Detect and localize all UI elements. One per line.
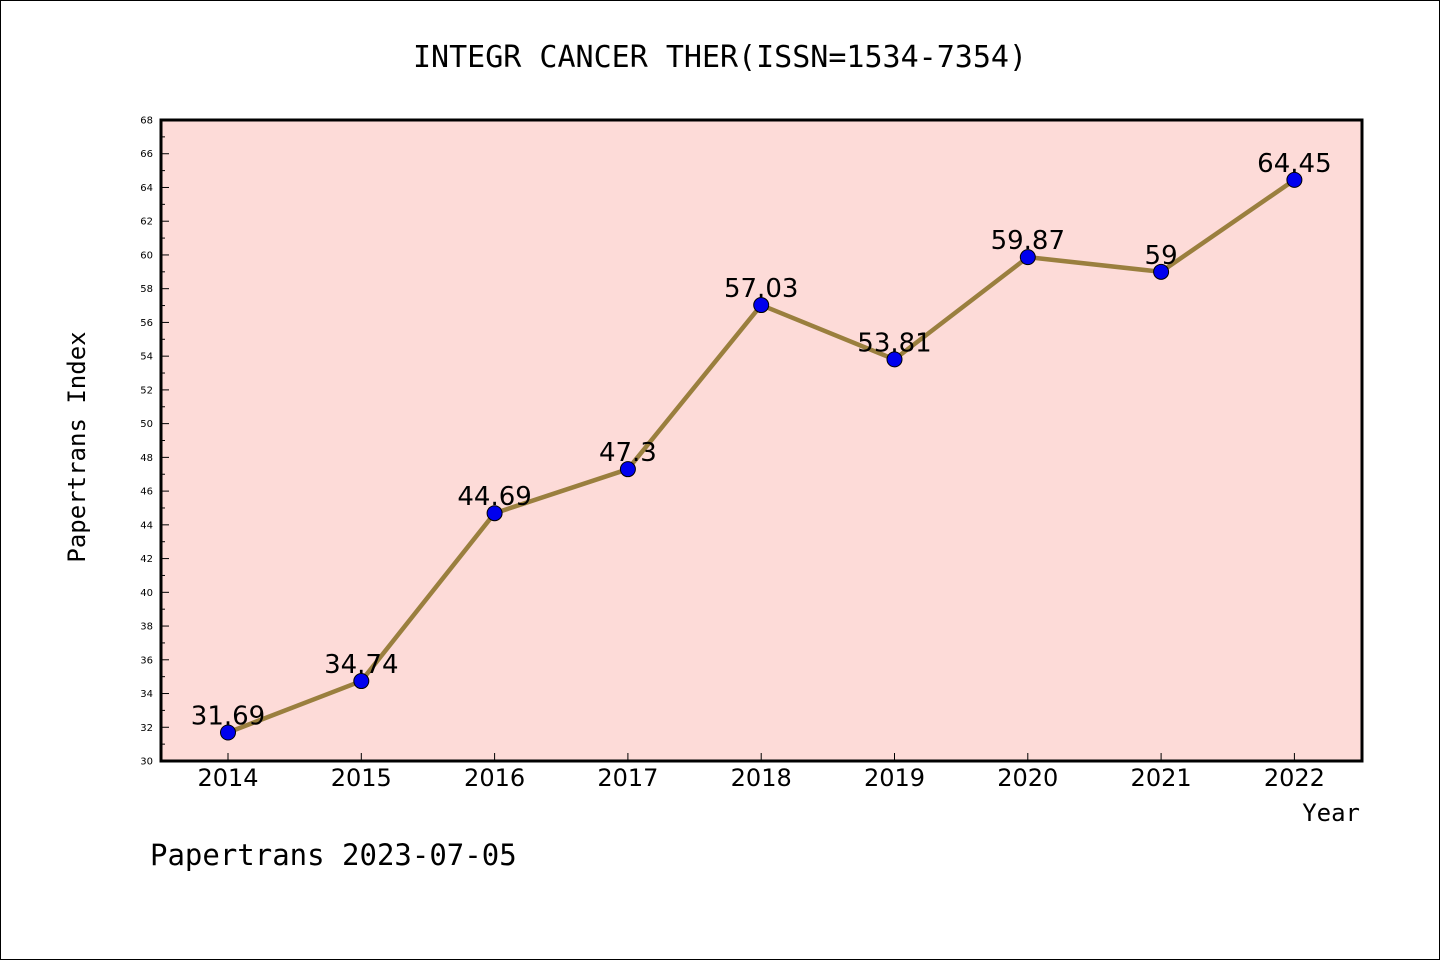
data-label: 59 (1145, 241, 1178, 271)
x-tick-label: 2014 (197, 764, 258, 792)
data-point (1019, 249, 1036, 266)
data-label: 34.74 (324, 650, 398, 680)
x-axis-label: Year (1302, 799, 1360, 827)
y-tick-label: 40 (140, 588, 153, 599)
y-tick-label: 32 (140, 723, 153, 734)
data-label: 44.69 (457, 482, 531, 512)
x-tick-label: 2022 (1264, 764, 1325, 792)
y-tick-label: 56 (140, 318, 153, 329)
y-tick-label: 46 (140, 487, 153, 498)
y-tick-label: 38 (140, 622, 153, 633)
y-tick-label: 30 (140, 757, 153, 768)
y-tick-label: 58 (140, 284, 153, 295)
y-tick-label: 34 (140, 689, 153, 700)
data-point (886, 351, 903, 368)
data-point (1286, 171, 1303, 188)
x-tick-label: 2020 (997, 764, 1058, 792)
x-tick-label: 2015 (331, 764, 392, 792)
y-tick-label: 68 (140, 116, 153, 127)
y-tick-label: 42 (140, 554, 153, 565)
y-axis-ticks: 30 32 34 36 38 40 42 44 46 48 50 52 54 56 58 60 62 64 66 68 (140, 116, 169, 768)
y-tick-label: 66 (140, 149, 153, 160)
y-tick-label: 44 (140, 520, 153, 531)
x-tick-label: 2021 (1131, 764, 1192, 792)
data-point (619, 461, 636, 478)
data-point (1153, 263, 1170, 280)
y-tick-label: 36 (140, 655, 153, 666)
data-label: 64.45 (1257, 149, 1331, 179)
x-tick-label: 2017 (597, 764, 658, 792)
data-point (353, 673, 370, 690)
data-label: 53.81 (857, 328, 931, 358)
x-tick-label: 2018 (731, 764, 792, 792)
y-axis-label: Papertrans Index (63, 331, 91, 562)
y-tick-label: 62 (140, 217, 153, 228)
footer-watermark: Papertrans 2023-07-05 (150, 838, 517, 872)
x-tick-label: 2016 (464, 764, 525, 792)
y-tick-label: 54 (140, 352, 153, 363)
y-tick-label: 50 (140, 419, 153, 430)
y-tick-label: 64 (140, 183, 153, 194)
data-point (486, 505, 503, 522)
x-axis-ticks: 2014 2015 2016 2017 2018 2019 2020 2021 2022 (197, 753, 1325, 792)
data-point (753, 297, 770, 314)
y-tick-label: 60 (140, 250, 153, 261)
plot-area (159, 118, 1364, 763)
chart-title: INTEGR CANCER THER(ISSN=1534-7354) (413, 40, 1027, 75)
series-layer: 31.69 34.74 44.69 47.3 57.03 53.81 59.87 59 64.4… (191, 149, 1332, 741)
data-point (220, 724, 236, 741)
data-label: 57.03 (724, 274, 798, 304)
data-label: 59.87 (991, 226, 1065, 256)
data-label: 47.3 (599, 438, 657, 468)
data-label: 31.69 (191, 701, 265, 731)
y-tick-label: 48 (140, 453, 153, 464)
x-tick-label: 2019 (864, 764, 925, 792)
y-tick-label: 52 (140, 385, 153, 396)
